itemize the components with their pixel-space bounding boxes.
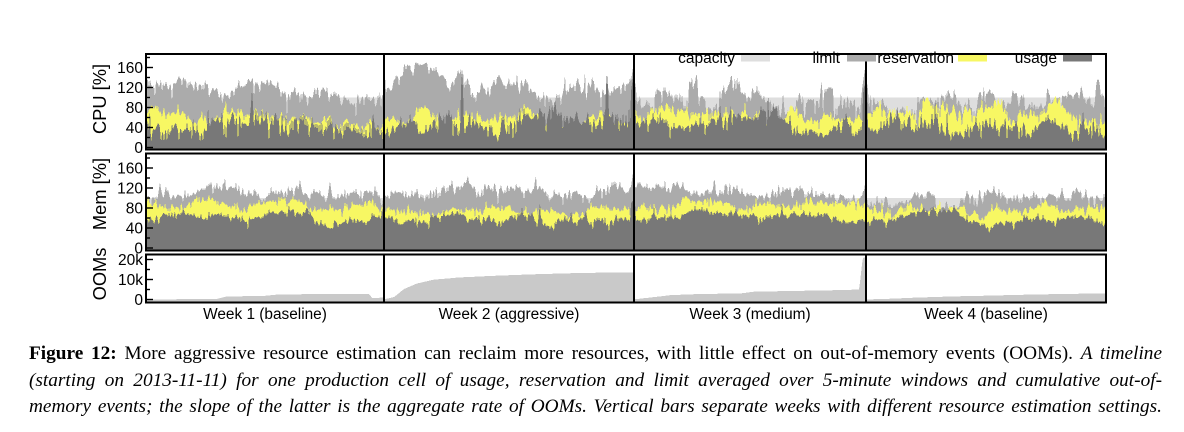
svg-text:120: 120 — [117, 180, 143, 197]
svg-text:20k: 20k — [118, 252, 143, 269]
svg-text:160: 160 — [117, 60, 143, 77]
svg-text:Week 2 (aggressive): Week 2 (aggressive) — [439, 306, 580, 323]
svg-text:OOMs: OOMs — [89, 248, 110, 301]
svg-text:160: 160 — [117, 160, 143, 177]
svg-text:80: 80 — [126, 200, 144, 217]
svg-text:CPU [%]: CPU [%] — [89, 64, 110, 134]
svg-text:usage: usage — [1015, 50, 1057, 67]
svg-text:0: 0 — [134, 292, 143, 309]
svg-text:40: 40 — [126, 120, 144, 137]
svg-text:capacity: capacity — [678, 50, 735, 67]
svg-text:80: 80 — [126, 100, 144, 117]
svg-text:Week 4 (baseline): Week 4 (baseline) — [924, 306, 1048, 323]
svg-text:Week 1 (baseline): Week 1 (baseline) — [203, 306, 327, 323]
svg-text:reservation: reservation — [877, 50, 954, 67]
svg-text:0: 0 — [134, 140, 143, 157]
svg-text:40: 40 — [126, 220, 144, 237]
svg-text:Mem [%]: Mem [%] — [89, 158, 110, 230]
svg-text:0: 0 — [134, 240, 143, 257]
svg-text:Week 3 (medium): Week 3 (medium) — [689, 306, 810, 323]
svg-text:limit: limit — [812, 50, 840, 67]
svg-text:120: 120 — [117, 80, 143, 97]
svg-text:10k: 10k — [118, 272, 143, 289]
